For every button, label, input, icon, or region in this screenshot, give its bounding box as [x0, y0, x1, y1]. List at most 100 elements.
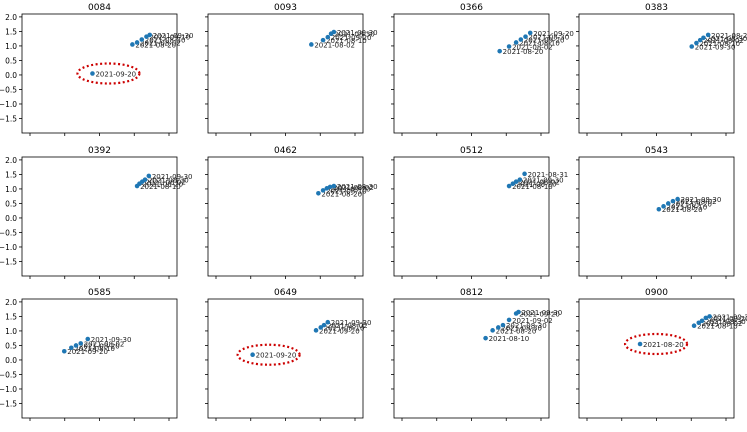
axes-frame: [207, 156, 364, 277]
data-point: [497, 48, 502, 54]
data-point: [73, 343, 79, 348]
subplot-0392: 0392 2.0 1.5 1.0 0.5 0.0 −0.5 −1.0 −1.5 2021-08-1…: [0, 146, 193, 279]
data-point: [656, 206, 662, 212]
point-label: 2021-09-20: [331, 34, 372, 42]
point-label: 2021-08-10: [324, 324, 365, 332]
data-point: [516, 309, 521, 315]
point-label: 2021-08-30: [705, 318, 746, 326]
data-point: [130, 42, 135, 47]
data-point: [146, 173, 152, 179]
subplot-title: 0462: [274, 146, 297, 156]
y-tick-label: 0.5: [5, 199, 17, 208]
point-label: 2021-08-30: [337, 183, 378, 191]
subplot-0366: 0366 2021-08-202021-08-022021-08-102021-0…: [391, 3, 574, 136]
point-label: 2021-09-20: [256, 352, 297, 360]
data-point: [518, 37, 524, 42]
data-point: [325, 319, 331, 325]
point-label: 2021-09-30: [713, 313, 747, 321]
highlight-ellipse: [623, 332, 689, 356]
point-label: 2021-08-30: [501, 324, 542, 332]
point-label: 2021-08-31: [528, 171, 569, 179]
point-label: 2021-09-30: [695, 44, 736, 52]
subplot-0512: 0512 2021-08-102021-08-202021-08-022021-0…: [391, 146, 568, 279]
y-tick-label: 1.5: [5, 170, 17, 179]
point-label: 2021-09-30: [523, 177, 564, 185]
y-tick-label: 1.5: [5, 312, 17, 321]
data-point: [637, 341, 643, 347]
subplot-title: 0649: [274, 288, 297, 298]
y-tick-label: 1.0: [5, 327, 17, 336]
point-label: 2021-09-20: [533, 30, 574, 38]
y-tick-label: 1.0: [5, 42, 17, 51]
data-point: [670, 198, 676, 204]
data-point: [90, 71, 95, 76]
subplot-title: 0812: [460, 288, 483, 298]
y-tick-label: −0.5: [0, 228, 17, 237]
data-point: [510, 181, 516, 187]
subplot-title: 0084: [88, 3, 111, 13]
data-point: [675, 196, 680, 202]
point-label: 2021-08-10: [326, 187, 367, 195]
data-point: [139, 37, 145, 42]
y-tick-label: −1.5: [0, 114, 17, 123]
data-point: [490, 328, 495, 333]
subplot-title: 0392: [88, 146, 111, 156]
data-point: [327, 184, 333, 190]
data-point: [309, 42, 314, 47]
point-label: 2021-08-30: [145, 37, 186, 45]
point-label: 2021-08-10: [697, 323, 738, 331]
point-label: 2021-09-20: [519, 311, 560, 319]
subplot-0649: 06492021-09-202021-09-202021-08-102021-0…: [205, 288, 371, 421]
y-tick-label: 0.0: [5, 356, 17, 365]
y-tick-label: 0.0: [5, 214, 17, 223]
subplot-title: 0900: [645, 288, 668, 298]
point-label: 2021-09-20: [671, 200, 712, 208]
subplot-title: 0543: [645, 146, 668, 156]
y-tick-label: −0.5: [0, 85, 17, 94]
data-point: [320, 37, 326, 43]
data-point: [696, 320, 702, 326]
point-label: 2021-09-30: [521, 309, 562, 317]
point-label: 2021-08-10: [326, 37, 367, 45]
data-point: [495, 325, 501, 330]
point-label: 2021-08-30: [506, 322, 547, 330]
point-label: 2021-08-30: [148, 177, 189, 185]
axes-frame: [393, 13, 550, 134]
point-label: 2021-08-02: [519, 179, 560, 187]
subplot-0585: 0585 2.0 1.5 1.0 0.5 0.0 −0.5 −1.0 −1.5 2021-09-2…: [0, 288, 178, 421]
data-point: [69, 345, 74, 351]
y-tick-label: −0.5: [0, 370, 17, 379]
subplot-0383: 0383 2021-09-302021-08-102021-08-022021-0…: [576, 3, 747, 136]
axes-frame: [578, 156, 735, 277]
point-label: 2021-09-20: [319, 327, 360, 335]
point-label: 2021-08-10: [699, 40, 740, 48]
point-label: 2021-08-20: [79, 342, 120, 350]
data-point: [61, 348, 67, 354]
point-label: 2021-08-02: [702, 320, 743, 328]
point-label: 2021-08-10: [519, 39, 560, 47]
y-tick-label: −1.5: [0, 399, 17, 408]
subplot-0812: 08122021-08-102021-08-202021-08-302021-0…: [391, 288, 562, 421]
subplot-0462: 0462 2021-08-202021-08-102021-09-202021-0…: [205, 146, 378, 279]
data-point: [691, 323, 697, 329]
data-point: [522, 171, 527, 177]
point-label: 2021-08-02: [314, 41, 355, 49]
data-point: [142, 177, 148, 182]
subplot-title: 0585: [88, 288, 111, 298]
subplot-title: 0512: [460, 146, 483, 156]
point-label: 2021-08-30: [334, 31, 375, 39]
data-point: [665, 201, 671, 206]
y-tick-label: 2.0: [5, 298, 17, 307]
y-tick-label: 1.5: [5, 27, 17, 36]
point-label: 2021-09-02: [512, 317, 553, 325]
point-label: 2021-08-02: [676, 198, 717, 206]
y-tick-label: 2.0: [5, 13, 17, 22]
point-label: 2021-08-02: [512, 44, 553, 52]
data-point: [703, 315, 709, 321]
point-label: 2021-09-30: [153, 32, 194, 40]
point-label: 2021-09-30: [331, 319, 372, 327]
point-label: 2021-09-30: [337, 29, 378, 37]
point-label: 2021-09-10: [149, 34, 190, 42]
data-point: [134, 40, 140, 45]
